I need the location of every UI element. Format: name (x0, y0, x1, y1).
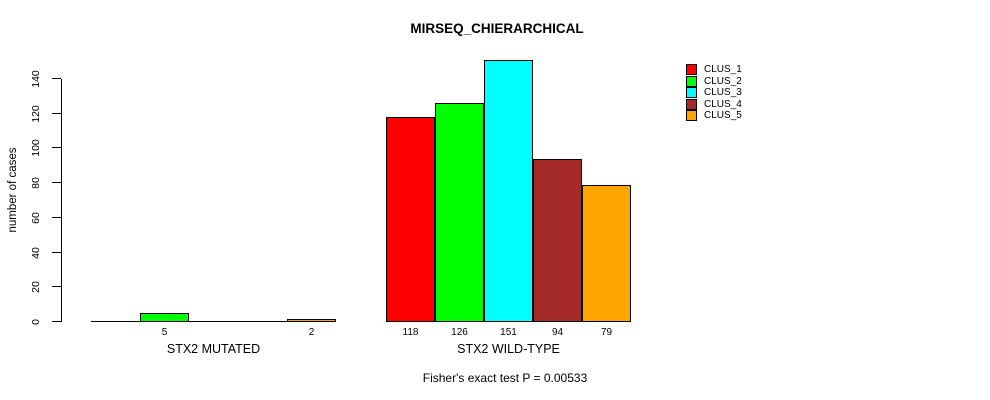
bar-clus_2 (435, 103, 484, 322)
legend-item: CLUS_1 (686, 64, 742, 75)
legend-swatch-icon (686, 87, 697, 99)
y-tick-label: 40 (30, 247, 42, 259)
legend-swatch-icon (686, 98, 697, 110)
bar-value-label: 94 (551, 327, 564, 338)
y-tick-mark (52, 113, 61, 114)
y-tick-label: 120 (30, 105, 42, 123)
y-tick-label: 0 (30, 319, 42, 325)
bar-value-label: 151 (500, 327, 517, 338)
legend-swatch-icon (686, 110, 697, 122)
legend-label: CLUS_5 (704, 110, 742, 122)
bar-clus_5 (582, 185, 631, 322)
bar-value-label: 126 (451, 327, 468, 338)
y-tick-label: 100 (30, 139, 42, 157)
bar-clus_3 (484, 60, 533, 322)
bar-clus_4 (238, 321, 287, 322)
legend-swatch-icon (686, 64, 697, 75)
legend-swatch-icon (686, 75, 697, 87)
y-tick-label: 140 (30, 70, 42, 88)
legend-item: CLUS_4 (686, 98, 742, 110)
legend-item: CLUS_3 (686, 87, 742, 99)
y-tick-mark (52, 217, 61, 218)
y-tick-mark (52, 78, 61, 79)
y-tick-mark (52, 321, 61, 322)
legend-item: CLUS_5 (686, 110, 742, 122)
bar-clus_2 (140, 313, 189, 322)
bar-value-label: 5 (161, 327, 168, 338)
group-label: STX2 WILD-TYPE (457, 342, 560, 356)
y-axis-title: number of cases (7, 147, 19, 233)
bar-clus_3 (189, 321, 238, 322)
chart-title: MIRSEQ_CHIERARCHICAL (410, 21, 584, 36)
bar-clus_1 (91, 321, 140, 322)
legend-label: CLUS_4 (704, 98, 742, 110)
legend-item: CLUS_2 (686, 75, 742, 87)
group-label: STX2 MUTATED (166, 342, 261, 356)
y-tick-label: 60 (30, 212, 42, 224)
y-tick-mark (52, 252, 61, 253)
bar-value-label: 79 (600, 327, 613, 338)
legend-label: CLUS_2 (704, 75, 742, 87)
legend-label: CLUS_1 (704, 64, 742, 75)
annotation-text: Fisher's exact test P = 0.00533 (422, 371, 588, 385)
y-tick-mark (52, 286, 61, 287)
y-tick-mark (52, 182, 61, 183)
bar-clus_5 (287, 319, 336, 322)
y-tick-label: 20 (30, 281, 42, 293)
legend-label: CLUS_3 (704, 87, 742, 99)
bar-value-label: 2 (308, 327, 315, 338)
y-tick-mark (52, 147, 61, 148)
bar-value-label: 118 (402, 327, 419, 338)
bar-clus_1 (386, 117, 435, 322)
y-tick-label: 80 (30, 177, 42, 189)
y-axis-line (61, 79, 62, 322)
bar-clus_4 (533, 159, 582, 322)
